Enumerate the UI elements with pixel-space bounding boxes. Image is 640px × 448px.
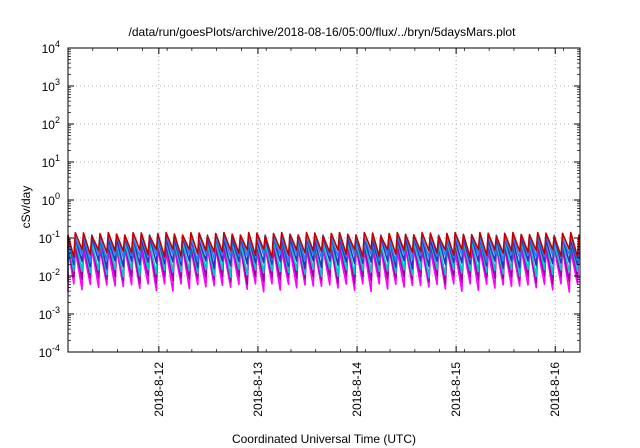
series-group	[67, 231, 580, 293]
series-line-6	[67, 231, 580, 259]
y-tick-label: 10-1	[39, 229, 60, 246]
x-axis-ticks: 2018-8-12 2018-8-13 2018-8-14 2018-8-15 2018…	[67, 48, 564, 417]
x-tick-label: 2018-8-15	[449, 362, 463, 417]
y-axis-label: cSv/day	[19, 186, 33, 229]
y-tick-label: 104	[42, 39, 60, 56]
grid-lines	[68, 48, 580, 352]
chart-title: /data/run/goesPlots/archive/2018-08-16/0…	[129, 25, 517, 39]
plot-frame	[67, 47, 581, 353]
y-tick-label: 103	[42, 77, 60, 94]
y-tick-label: 101	[42, 153, 60, 170]
y-tick-label: 100	[42, 191, 60, 208]
x-tick-label: 2018-8-12	[152, 362, 166, 417]
y-tick-label: 10-2	[39, 267, 60, 284]
x-axis-label: Coordinated Universal Time (UTC)	[232, 432, 416, 446]
y-tick-label: 10-4	[39, 343, 60, 360]
y-tick-label: 102	[42, 115, 60, 132]
y-axis-ticks: 10-4 10-3 10-2 10-1 100 101 102 103 104	[39, 39, 580, 360]
x-tick-label: 2018-8-16	[548, 362, 562, 417]
x-tick-label: 2018-8-14	[350, 362, 364, 417]
x-tick-label: 2018-8-13	[251, 362, 265, 417]
y-tick-label: 10-3	[39, 305, 60, 322]
